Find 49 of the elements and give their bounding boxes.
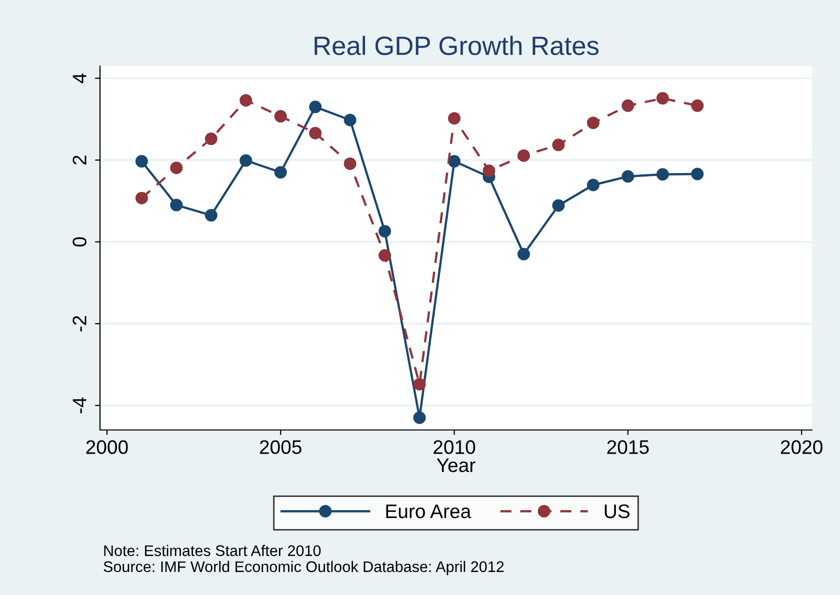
point xyxy=(622,170,634,183)
point xyxy=(135,155,148,168)
legend-label: Euro Area xyxy=(386,504,472,518)
point xyxy=(448,155,461,168)
point xyxy=(552,199,565,212)
y-tick-label: 4 xyxy=(72,73,86,84)
point xyxy=(691,168,704,180)
point xyxy=(586,116,600,130)
y-tick-label: -2 xyxy=(72,316,86,332)
point xyxy=(240,94,252,107)
x-tick-label: 2000 xyxy=(86,440,128,454)
point xyxy=(622,99,634,112)
point xyxy=(517,149,530,162)
point xyxy=(204,209,218,222)
x-tick-label: 2005 xyxy=(260,440,302,454)
point xyxy=(448,112,461,125)
text: Note: Estimates Start After 2010 xyxy=(104,544,321,556)
x-axis-title: Year xyxy=(436,458,476,472)
point xyxy=(309,100,322,114)
y-tick-label: -4 xyxy=(72,397,86,414)
point xyxy=(691,99,704,112)
x-tick-label: 2020 xyxy=(780,440,822,454)
point xyxy=(413,378,426,390)
point xyxy=(413,411,426,424)
legend-label: US xyxy=(604,504,630,518)
point xyxy=(517,248,530,260)
point xyxy=(309,126,322,140)
point xyxy=(135,192,148,204)
point xyxy=(170,162,183,174)
point xyxy=(656,92,669,105)
point xyxy=(170,198,183,212)
source-note: Source: IMF World Economic Outlook Database: April 2012 xyxy=(104,560,504,576)
point xyxy=(586,178,600,192)
x-tick-label: 2015 xyxy=(607,440,649,454)
point xyxy=(656,168,669,181)
point xyxy=(344,114,356,126)
point xyxy=(344,158,356,170)
point xyxy=(274,110,287,123)
point xyxy=(552,138,565,152)
point xyxy=(240,154,252,167)
y-tick-label: 2 xyxy=(72,156,86,164)
x-tick-label: 2010 xyxy=(434,440,476,454)
chart-title: Real GDP Growth Rates xyxy=(314,36,599,56)
point xyxy=(482,164,496,177)
point xyxy=(204,132,218,146)
y-tick-label: 0 xyxy=(72,237,86,247)
point xyxy=(378,249,392,262)
point xyxy=(378,224,392,238)
point xyxy=(274,166,287,179)
